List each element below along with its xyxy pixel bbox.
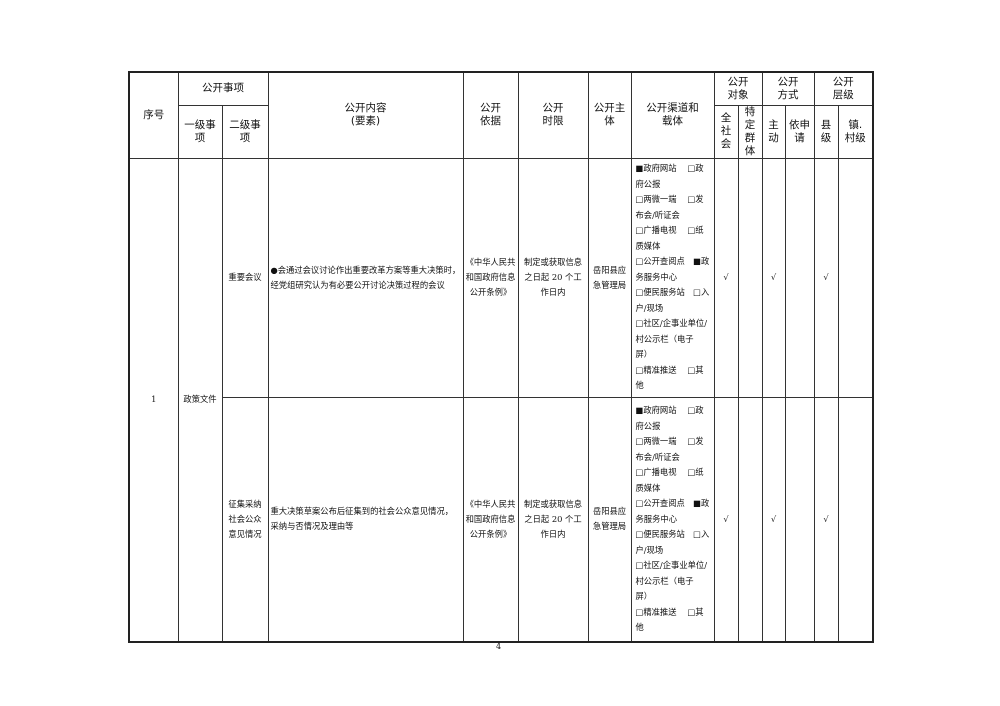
time-cell: 制定或获取信息之日起 20 个工作日内 (517, 157, 589, 398)
basis-cell: 《中华人民共和国政府信息公开条例》 (462, 157, 519, 398)
subject-cell: 岳阳县应急管理局 (587, 396, 632, 643)
channel-cell: ■政府网站 □政府公报 □两微一端 □发布会/听证会 □广播电视 □纸质媒体 □… (630, 157, 715, 398)
header-basis: 公开 依据 (462, 71, 519, 159)
time-cell: 制定或获取信息之日起 20 个工作日内 (517, 396, 589, 643)
table-row: 1 政策文件 重要会议 ●会通过会议讨论作出重要改革方案等重大决策时，经党组研究… (128, 157, 874, 643)
header-level: 公开 层级 (813, 71, 874, 106)
apply-cell (784, 157, 815, 398)
specific-cell (737, 396, 763, 643)
header-county: 县 级 (813, 104, 839, 159)
town-cell (837, 396, 874, 643)
channel-cell: ■政府网站 □政府公报 □两微一端 □发布会/听证会 □广播电视 □纸质媒体 □… (630, 396, 715, 643)
subject-cell: 岳阳县应急管理局 (587, 157, 632, 398)
header-content: 公开内容 (要素) (267, 71, 464, 159)
county-cell: √ (813, 157, 839, 398)
level2-cell: 重要会议 (221, 157, 269, 398)
header-all: 全社 会 (713, 104, 739, 159)
county-cell: √ (813, 396, 839, 643)
header-target: 公开 对象 (713, 71, 763, 106)
content-cell: 重大决策草案公布后征集到的社会公众意见情况，采纳与否情况及理由等 (267, 396, 464, 643)
apply-cell (784, 396, 815, 643)
level2-cell: 征集采纳社会公众意见情况 (221, 396, 269, 643)
header-method: 公开 方式 (761, 71, 815, 106)
header-specific: 特定 群体 (737, 104, 763, 159)
level1-cell: 政策文件 (177, 157, 223, 643)
header-item: 公开事项 (177, 71, 269, 106)
header-channel: 公开渠道和 载体 (630, 71, 715, 159)
header-level2: 二级事项 (221, 104, 269, 159)
all-cell: √ (713, 396, 739, 643)
header-subject: 公开主 体 (587, 71, 632, 159)
header-apply: 依申 请 (784, 104, 815, 159)
header-time: 公开 时限 (517, 71, 589, 159)
header-seq: 序号 (128, 71, 179, 159)
seq-cell: 1 (128, 157, 179, 643)
page-number: 4 (496, 642, 502, 651)
all-cell: √ (713, 157, 739, 398)
table-row: 征集采纳社会公众意见情况 重大决策草案公布后征集到的社会公众意见情况，采纳与否情… (129, 396, 874, 643)
specific-cell (737, 157, 763, 398)
header-active: 主 动 (761, 104, 786, 159)
basis-cell: 《中华人民共和国政府信息公开条例》 (462, 396, 519, 643)
header-town: 镇. 村级 (837, 104, 874, 159)
disclosure-table: 序号 公开事项 公开内容 (要素) 公开 依据 公开 时限 公开主 体 公开渠道… (128, 71, 874, 643)
town-cell (837, 157, 874, 398)
active-cell: √ (761, 157, 786, 398)
active-cell: √ (761, 396, 786, 643)
header-level1: 一级事项 (177, 104, 223, 159)
content-cell: ●会通过会议讨论作出重要改革方案等重大决策时，经党组研究认为有必要公开讨论决策过… (267, 157, 464, 398)
